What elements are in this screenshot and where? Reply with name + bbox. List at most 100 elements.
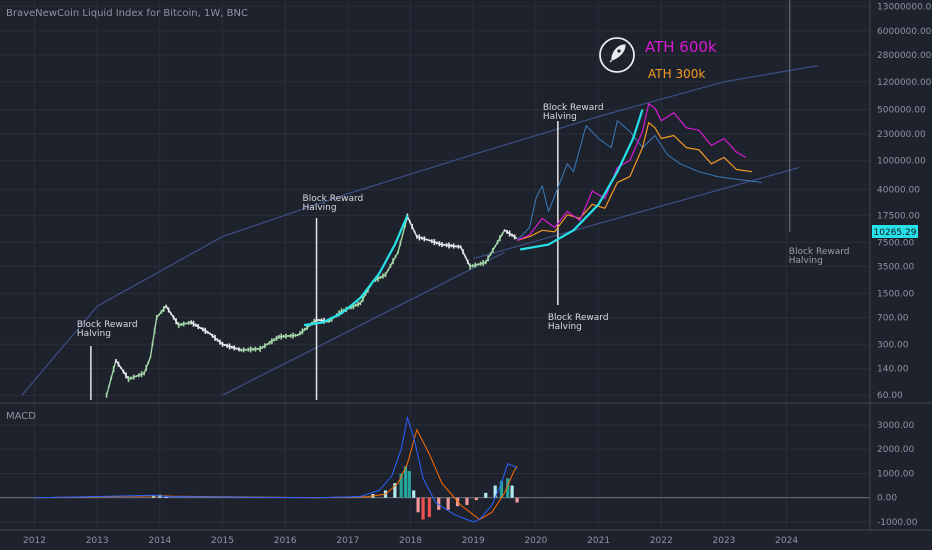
price-candle (501, 232, 504, 236)
price-candle (209, 332, 211, 335)
x-tick-label: 2016 (274, 536, 297, 546)
macd-histogram-bar (437, 497, 441, 510)
price-candle (306, 325, 308, 331)
halving-label-top: Halving (543, 112, 577, 122)
proj-blue-line (516, 120, 762, 241)
price-candle (513, 234, 516, 240)
price-candle (266, 343, 268, 346)
price-candle (433, 239, 436, 246)
price-candle (292, 332, 294, 339)
price-candle (252, 347, 254, 351)
halving-label-bottom: Halving (548, 322, 582, 332)
price-candle (105, 392, 108, 398)
price-candle (110, 375, 113, 380)
y-tick-label: 140.00 (877, 364, 909, 374)
price-candle (211, 333, 214, 338)
macd-line (34, 415, 518, 523)
y-tick-label: 500000.00 (877, 105, 926, 115)
channel-lower-2 (473, 166, 800, 260)
price-candle (408, 220, 411, 224)
x-tick-label: 2018 (399, 536, 422, 546)
price-candle (487, 255, 489, 262)
price-candle (143, 371, 145, 376)
price-candle (187, 320, 190, 325)
price-candle (242, 347, 245, 353)
price-candle (506, 229, 508, 234)
x-tick-label: 2017 (336, 536, 359, 546)
halving-label: Block Reward (789, 247, 850, 257)
price-candle (455, 245, 457, 248)
price-candle (204, 327, 207, 334)
price-candle (318, 319, 320, 322)
price-candle (377, 275, 379, 282)
price-candle (308, 324, 311, 327)
price-candle (108, 385, 110, 388)
price-candle (397, 250, 399, 254)
price-candle (382, 273, 384, 279)
price-candle (299, 331, 301, 336)
macd-histogram-bar (515, 497, 519, 503)
price-candle (195, 323, 197, 327)
x-tick-label: 2015 (211, 536, 234, 546)
price-candle (508, 230, 511, 237)
price-candle (401, 233, 404, 236)
price-candle (167, 307, 170, 313)
x-tick-label: 2021 (587, 536, 610, 546)
price-candle (426, 238, 428, 241)
price-candle (202, 327, 204, 332)
price-candle (120, 366, 122, 369)
price-candle (354, 303, 357, 307)
macd-histogram-bar (499, 480, 504, 498)
price-candle (303, 327, 306, 331)
price-candle (238, 347, 240, 352)
price-candle (271, 338, 273, 345)
price-candle (224, 344, 226, 347)
price-segment (149, 317, 158, 358)
macd-histogram-bar (493, 485, 497, 498)
price-candle (350, 305, 352, 310)
y-tick-label: 6000000.00 (877, 27, 932, 37)
macd-histogram-bar (484, 492, 488, 498)
price-candle (364, 292, 367, 296)
price-candle (313, 318, 315, 325)
price-candle (294, 333, 297, 337)
price-candle (445, 243, 448, 248)
price-candle (153, 327, 156, 334)
x-tick-label: 2023 (713, 536, 736, 546)
y-tick-label: 40000.00 (877, 185, 920, 195)
y-tick-label: 17500.00 (877, 212, 920, 222)
price-candle (489, 252, 492, 256)
price-candle (254, 346, 257, 352)
price-candle (496, 240, 499, 245)
macd-histogram-bar (407, 471, 411, 498)
price-candle (185, 322, 187, 325)
price-candle (320, 318, 323, 323)
grid (0, 0, 870, 530)
current-price-label: 10265.29 (874, 228, 917, 238)
channel-lower (222, 251, 505, 396)
price-candle (511, 233, 513, 237)
price-candle (289, 333, 292, 338)
channel-lines (21, 65, 819, 396)
price-candle (112, 366, 115, 373)
price-candle (245, 348, 247, 351)
halving-label-bottom: Block Reward (548, 313, 609, 323)
x-tick-label: 2012 (23, 536, 46, 546)
price-candle (359, 301, 362, 306)
price-candle (147, 361, 150, 365)
macd-tick-label: -1000.00 (877, 518, 918, 528)
price-candle (117, 361, 120, 367)
x-tick-label: 2019 (462, 536, 485, 546)
x-tick-label: 2014 (148, 536, 171, 546)
halving-label: Block Reward (303, 194, 364, 204)
price-candle (275, 335, 278, 341)
price-candle (177, 322, 180, 329)
macd-histogram-bar (403, 466, 408, 498)
price-candle (138, 373, 140, 378)
price-candle (280, 333, 283, 340)
price-candle (192, 320, 195, 327)
price-candle (170, 312, 172, 315)
price-candle (494, 245, 496, 248)
